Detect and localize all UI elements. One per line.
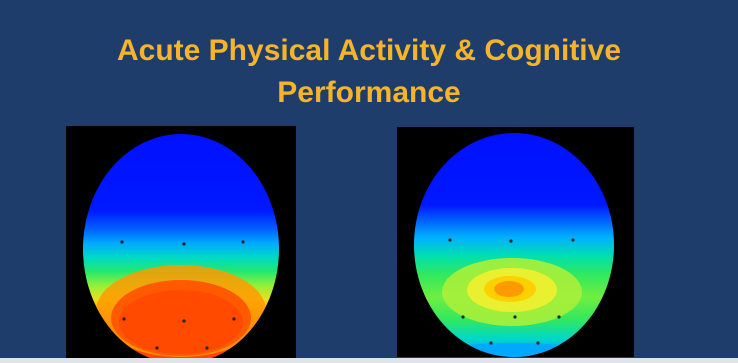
- slide-title-line-1: Acute Physical Activity & Cognitive: [116, 34, 622, 67]
- slide-title: Acute Physical Activity & Cognitive Perf…: [0, 30, 738, 114]
- brain-map-right-graphic: [414, 133, 614, 357]
- brain-map-left: [66, 126, 296, 360]
- brain-map-left-graphic: [83, 134, 279, 360]
- slide-title-line-2: Performance: [277, 76, 461, 109]
- slide-bottom-edge: [0, 358, 738, 363]
- brain-map-right: [397, 127, 634, 357]
